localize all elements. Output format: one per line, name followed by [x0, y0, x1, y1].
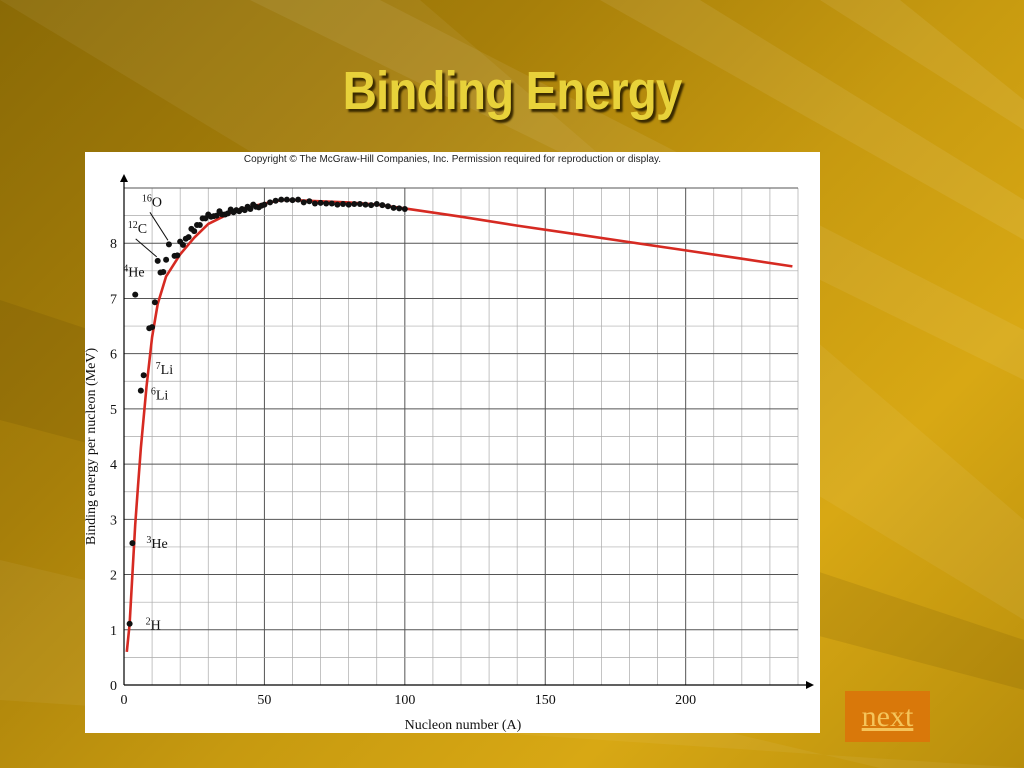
data-point — [213, 212, 220, 219]
chart-grid — [123, 187, 799, 686]
annotation-mass-number: 7 — [156, 361, 161, 372]
data-point — [163, 256, 170, 263]
y-axis-arrow — [120, 174, 128, 182]
y-tick-label: 4 — [110, 458, 117, 473]
data-point — [278, 196, 285, 203]
y-tick-label: 5 — [110, 403, 117, 418]
annotation-symbol: H — [151, 619, 161, 634]
data-point — [247, 205, 254, 212]
x-tick-label: 100 — [394, 693, 415, 708]
data-point — [196, 221, 203, 228]
annotation-leader — [135, 238, 158, 258]
annotation-symbol: O — [152, 195, 162, 210]
data-point — [185, 234, 192, 241]
x-tick-label: 200 — [675, 693, 696, 708]
data-point — [334, 201, 341, 208]
data-point — [165, 241, 172, 248]
x-tick-label: 150 — [535, 693, 556, 708]
data-point — [160, 268, 167, 275]
annotation-symbol: Li — [156, 389, 169, 404]
binding-energy-figure: Copyright © The McGraw-Hill Companies, I… — [84, 152, 820, 733]
annotation-mass-number: 3 — [146, 535, 151, 546]
y-tick-label: 3 — [110, 513, 117, 528]
y-axis-label: Binding energy per nucleon (MeV) — [85, 348, 99, 546]
x-tick-label: 0 — [121, 693, 128, 708]
data-point — [345, 201, 352, 208]
y-tick-label: 7 — [110, 292, 117, 307]
data-point — [179, 241, 186, 248]
data-point — [261, 201, 268, 208]
data-point — [137, 387, 144, 394]
data-point — [272, 197, 279, 204]
y-tick-label: 1 — [110, 624, 117, 639]
binding-energy-curve — [125, 198, 793, 653]
data-point — [373, 201, 380, 208]
data-point — [390, 204, 397, 211]
annotation-6Li: 6Li — [151, 387, 169, 404]
annotation-mass-number: 12 — [128, 220, 138, 231]
next-link-label[interactable]: next — [861, 699, 914, 733]
data-point — [289, 197, 296, 204]
data-point — [356, 201, 363, 208]
annotation-7Li: 7Li — [156, 361, 174, 378]
data-point — [191, 228, 198, 235]
data-point — [306, 198, 313, 205]
x-tick-label: 50 — [257, 693, 271, 708]
copyright-notice: Copyright © The McGraw-Hill Companies, I… — [243, 154, 662, 165]
data-point — [379, 202, 386, 209]
data-point — [283, 196, 290, 203]
y-tick-label: 2 — [110, 569, 117, 584]
annotation-4He: 4He — [123, 264, 144, 281]
data-point — [174, 252, 181, 259]
data-point — [401, 205, 408, 212]
y-tick-label: 0 — [110, 679, 117, 694]
annotation-symbol: C — [138, 222, 147, 237]
annotation-symbol: He — [151, 537, 167, 552]
data-point — [129, 540, 136, 547]
data-point — [323, 200, 330, 207]
data-point — [396, 205, 403, 212]
next-button[interactable]: next — [845, 691, 930, 742]
y-tick-label: 6 — [110, 348, 117, 363]
annotation-16O: 16O — [142, 193, 162, 210]
data-point — [328, 200, 335, 207]
data-point — [149, 324, 156, 331]
data-point — [140, 372, 147, 379]
data-point — [126, 620, 133, 627]
annotation-mass-number: 16 — [142, 193, 152, 204]
data-point — [132, 291, 139, 298]
y-tick-label: 8 — [110, 237, 117, 252]
data-point — [295, 196, 302, 203]
data-point — [384, 203, 391, 210]
data-point — [351, 201, 358, 208]
annotation-leader — [149, 212, 169, 241]
data-point — [154, 257, 161, 264]
annotation-3He: 3He — [146, 535, 167, 552]
data-point — [317, 199, 324, 206]
x-axis-arrow — [806, 681, 814, 689]
annotation-symbol: Li — [161, 363, 174, 378]
annotation-2H: 2H — [146, 617, 161, 634]
annotation-symbol: He — [128, 266, 144, 281]
measured-points — [126, 196, 408, 627]
data-point — [362, 201, 369, 208]
data-point — [311, 200, 318, 207]
data-point — [267, 199, 274, 206]
x-axis-label: Nucleon number (A) — [405, 718, 522, 733]
slide-title: Binding Energy — [342, 61, 683, 121]
annotation-mass-number: 4 — [123, 264, 128, 275]
annotation-12C: 12C — [128, 220, 147, 237]
data-point — [368, 202, 375, 209]
annotation-mass-number: 2 — [146, 617, 151, 628]
annotation-mass-number: 6 — [151, 387, 156, 398]
data-point — [151, 299, 158, 306]
data-point — [300, 199, 307, 206]
data-point — [340, 201, 347, 208]
